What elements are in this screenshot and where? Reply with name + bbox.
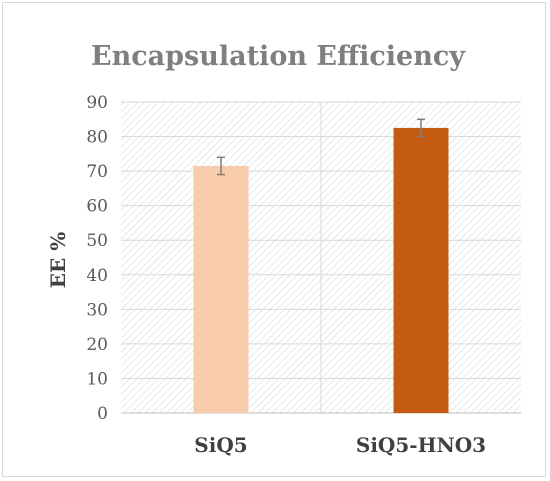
- y-tick-label: 70: [86, 162, 108, 182]
- bars: [193, 127, 449, 414]
- x-category-label: SiQ5-HNO3: [356, 433, 486, 457]
- bar: [393, 127, 449, 414]
- y-axis-title: EE %: [46, 232, 70, 288]
- y-tick-label: 40: [86, 266, 108, 286]
- y-tick-labels: 0 10 20 30 40 50 60 70 80 90: [86, 93, 108, 424]
- y-tick-label: 20: [86, 335, 108, 355]
- chart-frame: Encapsulation Efficiency 0 10 20 30 40 50 60 70…: [2, 2, 546, 477]
- y-tick-label: 0: [97, 404, 108, 424]
- bar: [193, 165, 249, 413]
- x-category-label: SiQ5: [194, 433, 247, 457]
- chart-title: Encapsulation Efficiency: [91, 41, 466, 72]
- y-tick-label: 50: [86, 231, 108, 251]
- gridlines: [121, 101, 521, 414]
- y-tick-label: 60: [86, 197, 108, 217]
- chart-svg: Encapsulation Efficiency 0 10 20 30 40 50 60 70…: [46, 41, 521, 457]
- x-category-labels: SiQ5 SiQ5-HNO3: [194, 433, 486, 457]
- y-tick-label: 30: [86, 300, 108, 320]
- y-tick-label: 10: [86, 369, 108, 389]
- y-tick-label: 90: [86, 93, 108, 113]
- error-bars: [217, 118, 425, 176]
- y-tick-label: 80: [86, 128, 108, 148]
